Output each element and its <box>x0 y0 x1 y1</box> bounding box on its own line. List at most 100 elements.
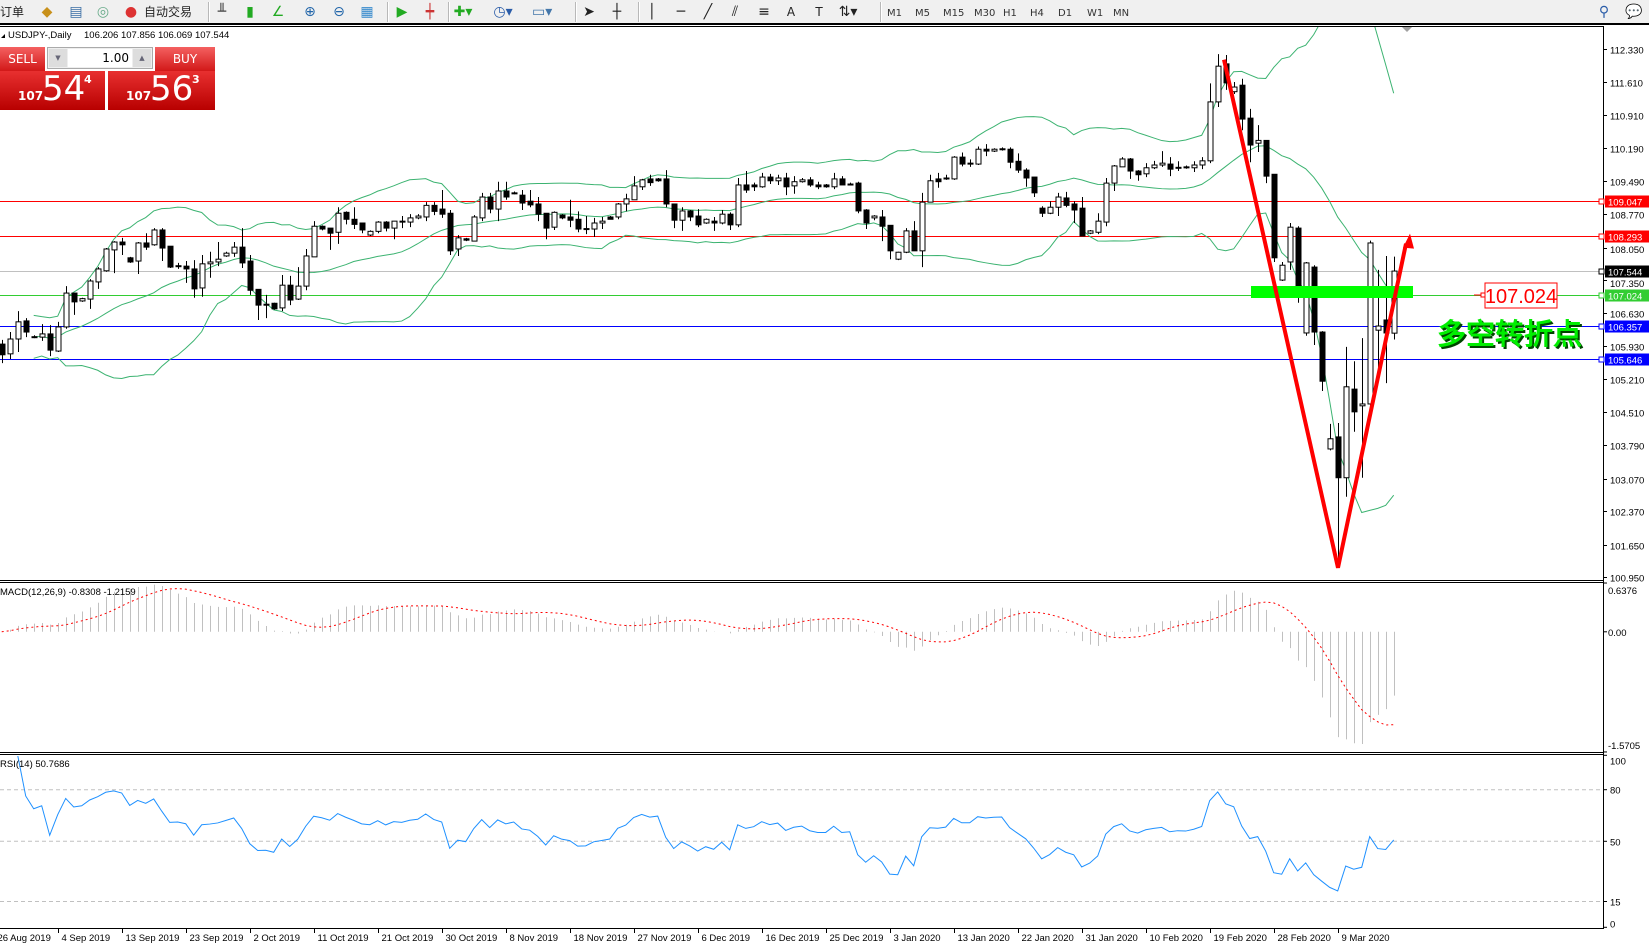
candle[interactable] <box>135 242 142 275</box>
shift-marker-icon[interactable] <box>1402 27 1412 32</box>
auto-scroll-icon[interactable]: ▶ <box>396 4 408 20</box>
candle[interactable] <box>983 144 990 157</box>
candle[interactable] <box>239 228 246 269</box>
candle[interactable] <box>1007 147 1014 169</box>
candle[interactable] <box>1239 78 1246 131</box>
hline-anchor[interactable] <box>1598 233 1605 240</box>
candle[interactable] <box>287 275 294 306</box>
candle[interactable] <box>303 248 310 291</box>
candle[interactable] <box>231 242 238 257</box>
candle[interactable] <box>991 148 998 153</box>
candle[interactable] <box>23 318 30 338</box>
auto-trading-button[interactable]: 自动交易 <box>144 5 193 19</box>
candle[interactable] <box>503 181 510 200</box>
candle[interactable] <box>63 286 70 329</box>
candle[interactable] <box>111 241 118 274</box>
search-icon[interactable]: ⚲ <box>1598 4 1610 20</box>
candle[interactable] <box>1023 168 1030 187</box>
candle[interactable] <box>271 302 278 310</box>
candle[interactable] <box>455 235 462 256</box>
candle[interactable] <box>959 152 966 167</box>
candle[interactable] <box>143 233 150 250</box>
candle[interactable] <box>463 237 470 242</box>
candle[interactable] <box>119 237 126 256</box>
indicators-icon[interactable]: ✚▾ <box>453 4 473 20</box>
channel-icon[interactable]: ⫽ <box>731 4 739 20</box>
periodicity-icon[interactable]: ◷▾ <box>493 4 513 20</box>
candle[interactable] <box>519 190 526 211</box>
candle[interactable] <box>1127 158 1134 179</box>
candle[interactable] <box>103 248 110 272</box>
candle[interactable] <box>1255 125 1262 153</box>
templates-icon[interactable]: ▭▾ <box>532 4 553 20</box>
candle[interactable] <box>823 184 830 188</box>
candle[interactable] <box>423 202 430 222</box>
candle[interactable] <box>1119 157 1126 168</box>
candle[interactable] <box>559 214 566 220</box>
candle[interactable] <box>1271 173 1278 262</box>
candle[interactable] <box>335 207 342 244</box>
candle[interactable] <box>543 212 550 240</box>
candle[interactable] <box>1319 331 1326 391</box>
candle[interactable] <box>295 267 302 301</box>
candle[interactable] <box>663 170 670 208</box>
candle[interactable] <box>911 221 918 252</box>
candle[interactable] <box>183 261 190 283</box>
candle[interactable] <box>567 199 574 228</box>
candle[interactable] <box>535 197 542 222</box>
candle[interactable] <box>631 176 638 201</box>
candle[interactable] <box>1159 151 1166 167</box>
candle[interactable] <box>1079 197 1086 237</box>
candle[interactable] <box>839 176 846 186</box>
macd-pane[interactable] <box>1 584 1395 744</box>
bar-chart-icon[interactable]: ╨ <box>217 4 227 20</box>
candle[interactable] <box>167 245 174 269</box>
timeframe-d1[interactable]: D1 <box>1058 8 1073 19</box>
candle[interactable] <box>863 209 870 230</box>
auto-trading-icon[interactable]: ● <box>124 4 138 20</box>
hline-anchor[interactable] <box>1598 323 1605 330</box>
candle[interactable] <box>1191 161 1198 172</box>
volume-decrease-button[interactable]: ▼ <box>49 49 67 67</box>
price-pane[interactable] <box>0 0 1603 569</box>
candle[interactable] <box>399 216 406 229</box>
zoom-in-icon[interactable]: ⊕ <box>304 4 316 20</box>
candle[interactable] <box>703 218 710 224</box>
new-order-button[interactable]: 订单 <box>0 5 25 19</box>
trendline-icon[interactable]: ╱ <box>703 4 713 20</box>
candle[interactable] <box>719 210 726 225</box>
candle[interactable] <box>383 221 390 232</box>
candle[interactable] <box>191 260 198 298</box>
cursor-icon[interactable]: ➤ <box>583 4 595 20</box>
candle[interactable] <box>927 174 934 203</box>
candle[interactable] <box>767 173 774 185</box>
candle[interactable] <box>279 274 286 312</box>
candle[interactable] <box>1015 153 1022 173</box>
candle[interactable] <box>151 228 158 246</box>
candle[interactable] <box>439 190 446 218</box>
candle[interactable] <box>935 172 942 188</box>
candle[interactable] <box>1087 229 1094 235</box>
candle[interactable] <box>783 172 790 196</box>
candle[interactable] <box>39 324 46 341</box>
candle[interactable] <box>263 294 270 319</box>
candle[interactable] <box>815 181 822 190</box>
candle[interactable] <box>487 192 494 214</box>
candle[interactable] <box>1199 157 1206 170</box>
candle[interactable] <box>1247 108 1254 163</box>
candle[interactable] <box>0 339 6 364</box>
timeframe-m5[interactable]: M5 <box>915 8 930 19</box>
candle[interactable] <box>71 292 78 315</box>
candle[interactable] <box>551 211 558 230</box>
hline-anchor[interactable] <box>1598 198 1605 205</box>
candle[interactable] <box>55 321 62 352</box>
candle[interactable] <box>1311 265 1318 346</box>
candle[interactable] <box>647 174 654 186</box>
candle[interactable] <box>15 311 22 352</box>
arrows-icon[interactable]: ⇅▾ <box>838 4 858 20</box>
candle[interactable] <box>1143 163 1150 178</box>
candle[interactable] <box>247 255 254 295</box>
candle[interactable] <box>527 190 534 208</box>
candle[interactable] <box>1183 165 1190 169</box>
